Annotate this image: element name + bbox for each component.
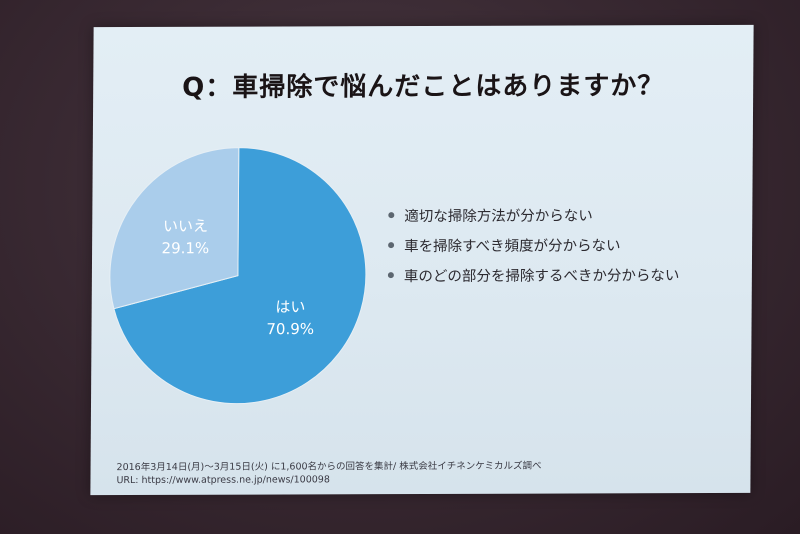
list-item-text: 車のどの部分を掃除するべきか分からない — [403, 268, 680, 286]
list-item: 適切な掃除方法が分からない — [388, 201, 680, 232]
list-item: 車を掃除すべき頻度が分からない — [388, 231, 680, 262]
list-item-text: 車を掃除すべき頻度が分からない — [404, 238, 621, 256]
pie-value-yes: 70.9% — [266, 320, 314, 338]
reason-list: 適切な掃除方法が分からない 車を掃除すべき頻度が分からない 車のどの部分を掃除す… — [387, 201, 680, 292]
pie-label-no: いいえ — [163, 217, 208, 235]
projected-slide: Q：車掃除で悩んだことはありますか？ はい 70.9% いいえ 29.1% 適切… — [90, 24, 754, 496]
pie-slice-no — [109, 147, 240, 310]
footnote-line: 2016年3月14日(月)〜3月15日(火) に1,600名からの回答を集計/ … — [116, 460, 542, 474]
footnote-url: URL: https://www.atpress.ne.jp/news/1000… — [116, 474, 330, 487]
bullet-dot-icon — [387, 272, 394, 279]
bullet-dot-icon — [388, 212, 395, 219]
bullet-dot-icon — [388, 242, 395, 249]
slide-title: Q：車掃除で悩んだことはありますか？ — [182, 71, 665, 103]
list-item-text: 適切な掃除方法が分からない — [404, 208, 593, 226]
pie-value-no: 29.1% — [162, 239, 210, 257]
pie-slice-yes — [113, 147, 367, 405]
source-footnote: 2016年3月14日(月)〜3月15日(火) に1,600名からの回答を集計/ … — [116, 460, 541, 487]
pie-label-yes: はい — [275, 298, 305, 316]
list-item: 車のどの部分を掃除するべきか分からない — [387, 261, 680, 292]
pie-chart: はい 70.9% いいえ 29.1% — [109, 147, 367, 405]
